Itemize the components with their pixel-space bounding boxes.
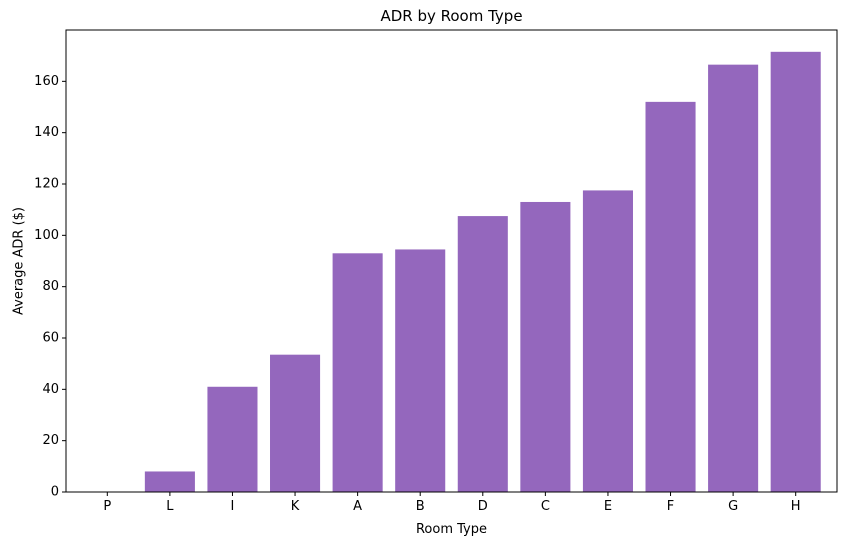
y-tick-label: 20 xyxy=(42,433,59,448)
x-tick-label: E xyxy=(604,499,612,514)
x-tick-label: G xyxy=(728,499,738,514)
x-tick-label: P xyxy=(103,499,111,514)
bar-f xyxy=(645,101,696,492)
bar-e xyxy=(582,190,633,492)
x-tick-label: C xyxy=(541,499,550,514)
bar-b xyxy=(395,249,446,492)
y-tick-label: 0 xyxy=(51,485,59,500)
bar-k xyxy=(270,354,321,492)
y-axis: 0 20 40 60 80 100 120 140 160 xyxy=(34,74,66,500)
x-tick-label: K xyxy=(291,499,300,514)
y-axis-label: Average ADR ($) xyxy=(12,207,27,315)
y-tick-label: 120 xyxy=(34,177,59,192)
bar-c xyxy=(520,201,571,492)
bar-g xyxy=(708,64,759,493)
bar-i xyxy=(207,386,258,492)
bar-l xyxy=(144,471,195,492)
chart-title: ADR by Room Type xyxy=(380,7,522,25)
plot-frame xyxy=(65,29,838,493)
bar-h xyxy=(770,51,821,493)
x-axis-label: Room Type xyxy=(416,522,487,537)
x-tick-label: B xyxy=(416,499,425,514)
x-tick-label: I xyxy=(231,499,235,514)
x-tick-label: L xyxy=(166,499,174,514)
x-tick-label: A xyxy=(353,499,362,514)
bars-group xyxy=(144,51,821,493)
x-tick-label: F xyxy=(667,499,674,514)
bar-d xyxy=(457,216,508,493)
x-tick-label: H xyxy=(791,499,801,514)
y-tick-label: 60 xyxy=(42,331,59,346)
y-tick-label: 100 xyxy=(34,228,59,243)
y-tick-label: 80 xyxy=(42,279,59,294)
y-tick-label: 40 xyxy=(42,382,59,397)
bar-a xyxy=(332,253,383,492)
x-tick-label: D xyxy=(478,499,488,514)
y-tick-label: 140 xyxy=(34,125,59,140)
y-tick-label: 160 xyxy=(34,74,59,89)
